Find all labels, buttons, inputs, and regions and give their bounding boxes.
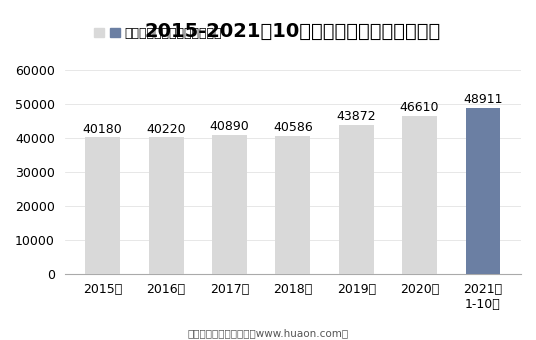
Text: 40180: 40180 [83, 123, 123, 136]
Text: 46610: 46610 [400, 101, 440, 114]
Text: 40890: 40890 [210, 120, 249, 133]
Text: 40220: 40220 [146, 123, 186, 136]
Text: 制图：华经产业研究院（www.huaon.com）: 制图：华经产业研究院（www.huaon.com） [188, 328, 348, 338]
Bar [148, 137, 183, 274]
Bar [85, 137, 120, 274]
Title: 2015-2021年10月浙江省工业企业单位数量: 2015-2021年10月浙江省工业企业单位数量 [145, 21, 441, 40]
Text: 40586: 40586 [273, 121, 312, 134]
Text: 43872: 43872 [337, 110, 376, 123]
Bar [466, 108, 501, 274]
Bar [212, 135, 247, 274]
Bar [339, 125, 374, 274]
Legend: , 浙江省工业企业单位数（个）: , 浙江省工业企业单位数（个） [89, 22, 227, 45]
Text: 48911: 48911 [463, 93, 503, 106]
Bar [276, 136, 310, 274]
Bar [402, 116, 437, 274]
